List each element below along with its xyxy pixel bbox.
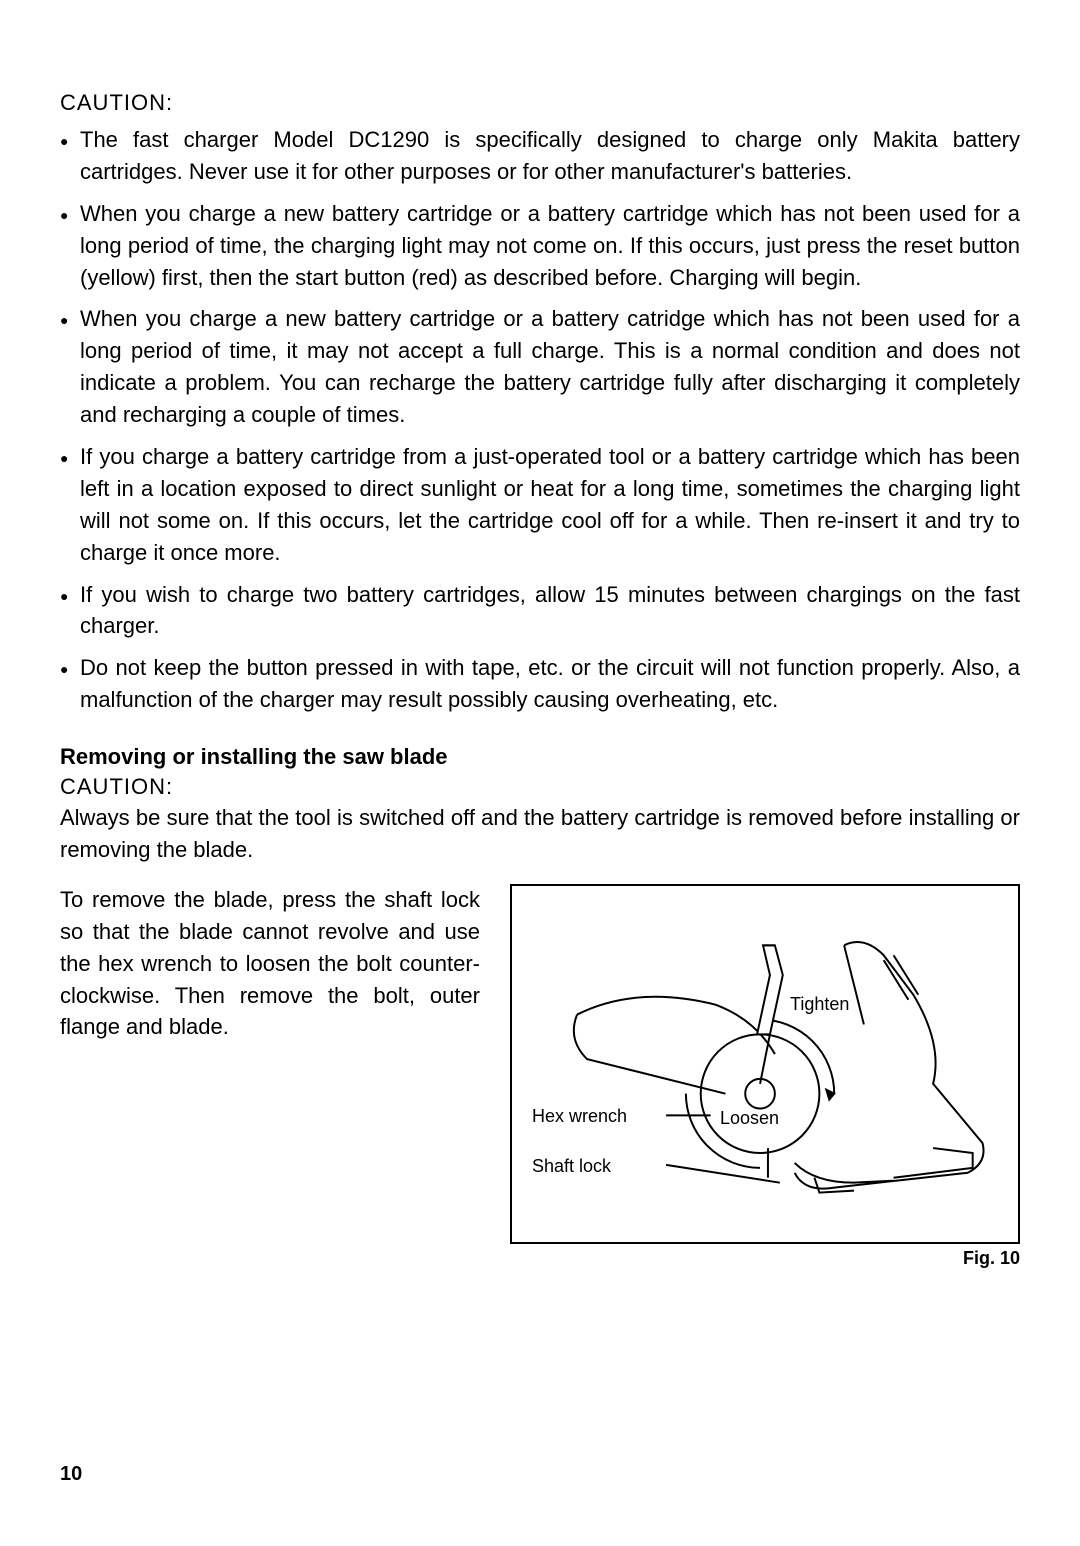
figure-caption: Fig. 10 bbox=[510, 1248, 1020, 1269]
figure-label-loosen: Loosen bbox=[720, 1108, 779, 1129]
caution-item: When you charge a new battery cartridge … bbox=[60, 198, 1020, 294]
caution-list: The fast charger Model DC1290 is specifi… bbox=[60, 124, 1020, 716]
caution-item: If you charge a battery cartridge from a… bbox=[60, 441, 1020, 569]
two-column-layout: To remove the blade, press the shaft loc… bbox=[60, 884, 1020, 1269]
section-heading: Removing or installing the saw blade bbox=[60, 744, 1020, 770]
caution-subheading: CAUTION: bbox=[60, 774, 1020, 800]
caution-item: The fast charger Model DC1290 is specifi… bbox=[60, 124, 1020, 188]
caution-item: When you charge a new battery cartridge … bbox=[60, 303, 1020, 431]
figure-label-hex-wrench: Hex wrench bbox=[532, 1106, 627, 1127]
figure-label-shaft-lock: Shaft lock bbox=[532, 1156, 611, 1177]
saw-diagram-icon bbox=[512, 886, 1018, 1242]
figure-label-tighten: Tighten bbox=[790, 994, 849, 1015]
figure-wrapper: Tighten Hex wrench Loosen Shaft lock Fig… bbox=[510, 884, 1020, 1269]
caution-body-text: Always be sure that the tool is switched… bbox=[60, 802, 1020, 866]
caution-heading: CAUTION: bbox=[60, 90, 1020, 116]
caution-item: Do not keep the button pressed in with t… bbox=[60, 652, 1020, 716]
figure-box: Tighten Hex wrench Loosen Shaft lock bbox=[510, 884, 1020, 1244]
page-number: 10 bbox=[60, 1463, 82, 1486]
caution-item: If you wish to charge two battery cartri… bbox=[60, 579, 1020, 643]
instruction-text: To remove the blade, press the shaft loc… bbox=[60, 884, 480, 1043]
